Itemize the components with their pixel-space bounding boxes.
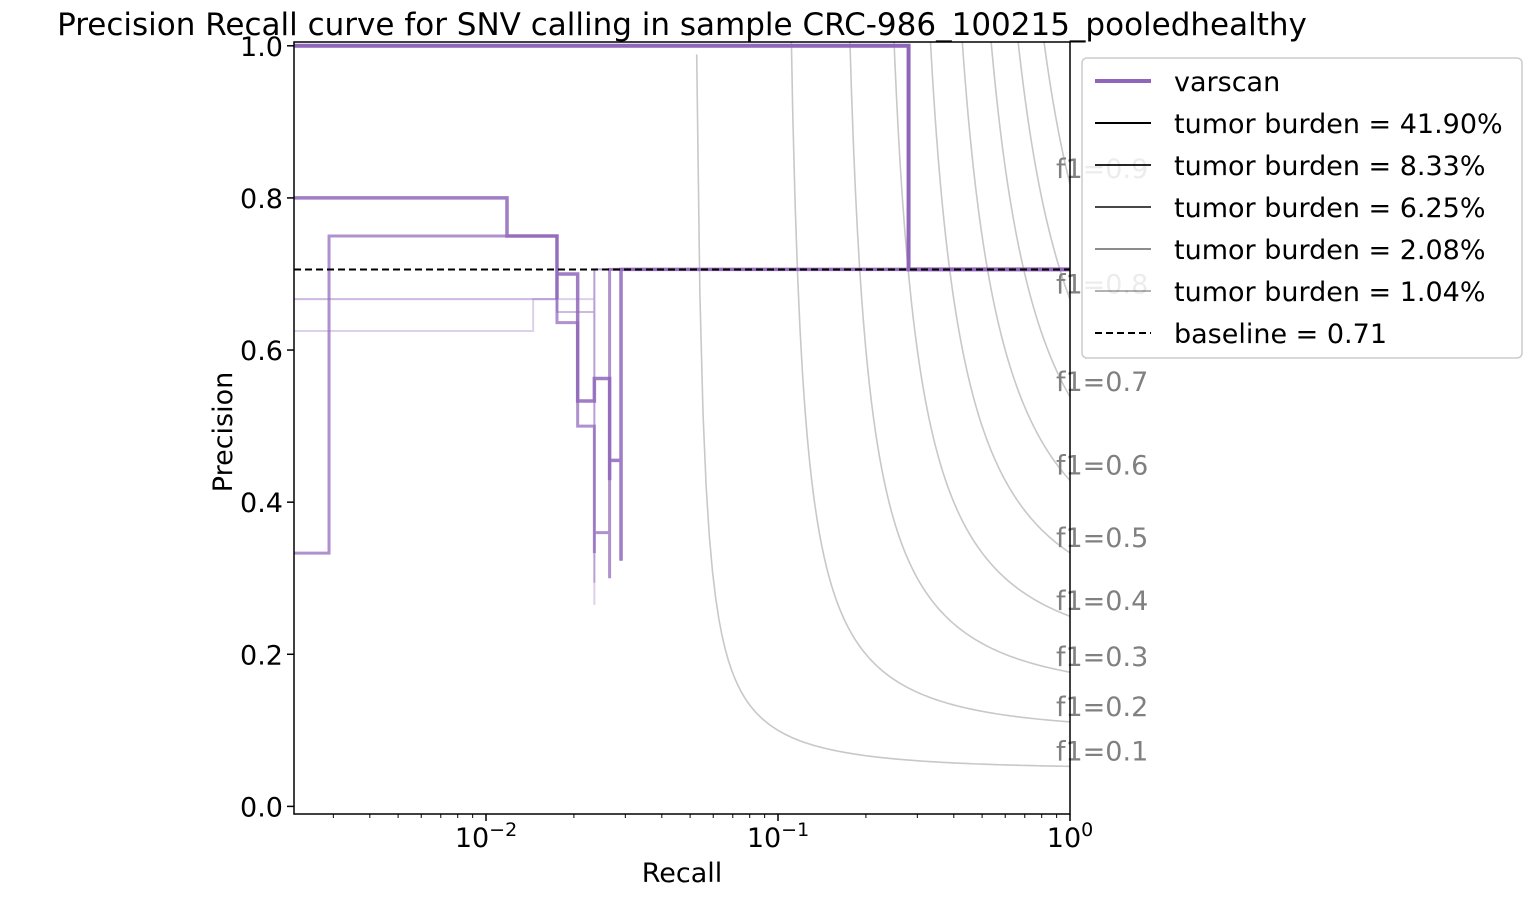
series-line: [294, 234, 1070, 579]
f1-label: f1=0.7: [1056, 367, 1148, 398]
x-tick-label: 10−1: [747, 819, 809, 854]
f1-curve: [1017, 42, 1070, 300]
f1-label: f1=0.4: [1056, 586, 1148, 617]
y-tick-label: 0.4: [240, 488, 283, 519]
f1-curve: [893, 42, 1070, 617]
x-tick-label: 10−2: [455, 819, 517, 854]
chart-title: Precision Recall curve for SNV calling i…: [57, 7, 1307, 43]
series-line: [294, 268, 1070, 605]
y-tick-label: 0.2: [240, 640, 283, 671]
f1-label: f1=0.2: [1056, 692, 1148, 723]
x-tick-label: 100: [1047, 819, 1093, 854]
f1-curve: [849, 42, 1070, 673]
f1-label: f1=0.6: [1056, 450, 1148, 481]
f1-curve: [790, 42, 1070, 723]
legend: varscan tumor burden = 41.90% tumor burden…: [1081, 57, 1523, 359]
f1-curve: [1043, 42, 1070, 185]
f1-label: f1=0.1: [1056, 736, 1148, 767]
legend-label: tumor burden = 6.25%: [1174, 193, 1486, 224]
y-tick-label: 1.0: [240, 32, 283, 63]
axes: 0.0 0.2 0.4 0.6 0.8 1.0 10−2 10−1 100: [240, 32, 1093, 854]
series-lines: [294, 43, 1070, 605]
f1-curve: [961, 42, 1070, 481]
f1-curve: [695, 54, 1070, 768]
x-axis-label: Recall: [642, 858, 723, 889]
y-tick-label: 0.8: [240, 184, 283, 215]
y-tick-label: 0.0: [240, 792, 283, 823]
f1-curve: [990, 42, 1070, 398]
f1-label: f1=0.5: [1056, 523, 1148, 554]
legend-label: tumor burden = 2.08%: [1174, 235, 1486, 266]
f1-label: f1=0.3: [1056, 642, 1148, 673]
legend-label: tumor burden = 1.04%: [1174, 277, 1486, 308]
y-tick-label: 0.6: [240, 336, 283, 367]
series-line: [294, 268, 1070, 583]
f1-isocurves: [695, 42, 1070, 768]
f1-curve: [929, 42, 1070, 554]
legend-label: varscan: [1174, 67, 1280, 98]
legend-box: [1081, 57, 1523, 359]
plot-frame: [293, 41, 1071, 815]
y-axis-label: Precision: [208, 372, 239, 492]
legend-label: baseline = 0.71: [1174, 319, 1387, 350]
legend-label: tumor burden = 8.33%: [1174, 151, 1486, 182]
legend-label: tumor burden = 41.90%: [1174, 109, 1503, 140]
series-line: [294, 196, 1070, 561]
